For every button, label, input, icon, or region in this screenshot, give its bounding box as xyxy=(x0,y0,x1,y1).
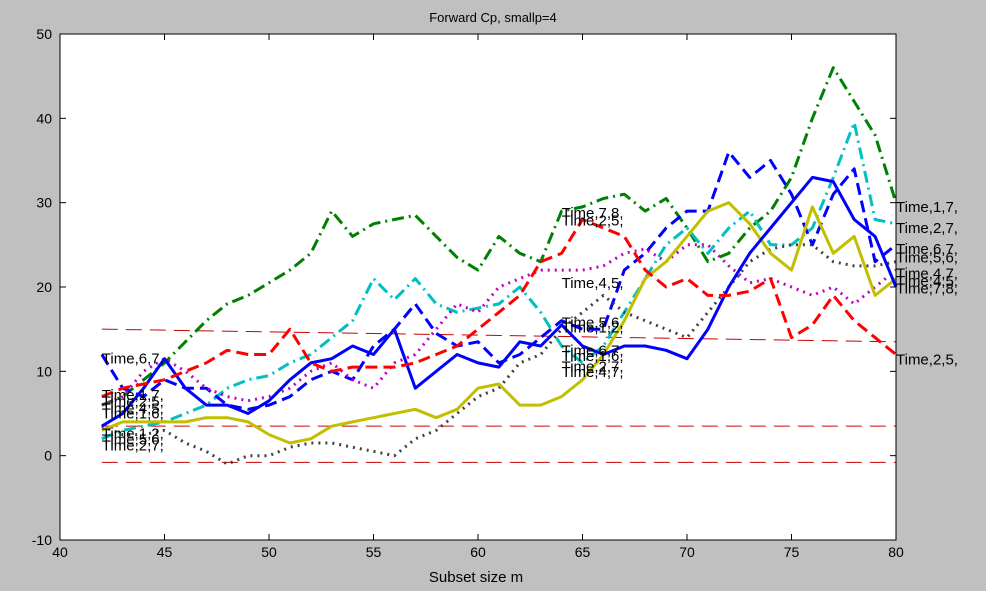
plot-area xyxy=(60,34,896,540)
y-tick-label: -10 xyxy=(32,532,52,548)
line-annotation: Time,2,7, xyxy=(102,438,164,455)
x-tick-label: 70 xyxy=(679,544,695,560)
x-tick-label: 40 xyxy=(52,544,68,560)
line-annotation: Time,1,6, xyxy=(102,406,164,423)
series-line-1 xyxy=(101,66,898,407)
series-line-8 xyxy=(101,218,897,398)
series-line-2 xyxy=(101,121,897,441)
line-annotation: Time,4,5, xyxy=(896,273,958,290)
line-annotation: Time,7,8, xyxy=(562,205,624,222)
x-tick-label: 65 xyxy=(575,544,591,560)
line-annotation: Time,7,8, xyxy=(896,281,958,298)
line-annotations: Time,6,7,Time,1,7,Time,2,5,Time,4,5,Time… xyxy=(102,199,958,455)
line-annotation: Time,2,7, xyxy=(562,358,624,375)
x-tick-label: 60 xyxy=(470,544,486,560)
line-annotation: Time,6,7, xyxy=(896,241,958,258)
y-tick-label: 30 xyxy=(36,195,52,211)
reference-lines xyxy=(101,328,897,463)
line-annotation: Time,1,7, xyxy=(102,387,164,404)
line-annotation: Time,5,6, xyxy=(896,249,958,266)
y-tick-label: 20 xyxy=(36,279,52,295)
axes: 40 45 50 55 60 65 70 75 80 -10 0 10 20 30 40 50 xyxy=(32,26,904,560)
line-annotation: Time,2,7, xyxy=(896,220,958,237)
x-tick-label: 80 xyxy=(888,544,904,560)
x-axis-label: Subset size m xyxy=(429,569,523,586)
x-tick-label: 50 xyxy=(261,544,277,560)
line-annotation: Time,2,5, xyxy=(102,394,164,411)
line-annotation: Time,4,7, xyxy=(562,364,624,381)
line-annotation: Time,1,2, xyxy=(562,319,624,336)
line-annotation: Time,5,6, xyxy=(562,314,624,331)
y-tick-label: 0 xyxy=(44,448,52,464)
series-line-7 xyxy=(101,175,898,428)
line-annotation: Time,4,5, xyxy=(562,275,624,292)
x-tick-label: 55 xyxy=(366,544,382,560)
y-tick-label: 10 xyxy=(36,363,52,379)
series-lines xyxy=(100,66,898,466)
y-tick-label: 50 xyxy=(36,26,52,42)
reference-line-1 xyxy=(101,328,897,343)
line-annotation: Time,4,7, xyxy=(896,266,958,283)
line-annotation: Time,1,7, xyxy=(896,199,958,216)
chart-title: Forward Cp, smallp=4 xyxy=(429,10,557,25)
line-annotation: Time,5,6, xyxy=(102,432,164,449)
line-annotation: Time,2,5, xyxy=(562,212,624,229)
x-tick-label: 45 xyxy=(157,544,173,560)
series-line-6 xyxy=(101,201,897,445)
x-tick-label: 75 xyxy=(784,544,800,560)
series-line-5 xyxy=(101,243,897,466)
line-annotation: Time,2,5, xyxy=(896,352,958,369)
line-annotation: Time,1,6, xyxy=(562,348,624,365)
line-annotation: Time,6,7, xyxy=(102,351,164,368)
line-annotation: Time,6,7, xyxy=(562,342,624,359)
y-tick-label: 40 xyxy=(36,110,52,126)
line-annotation: Time,4,5, xyxy=(102,400,164,417)
line-annotation: Time,1,2, xyxy=(102,426,164,443)
